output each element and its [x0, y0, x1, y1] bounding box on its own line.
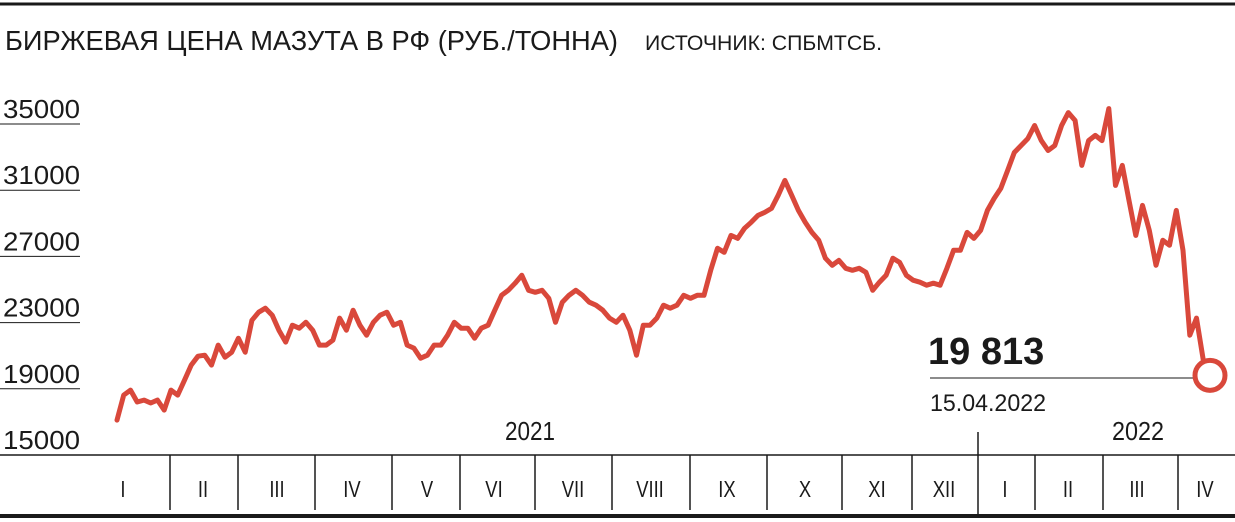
y-tick-label: 15000 [3, 425, 80, 455]
annotation-date: 15.04.2022 [930, 390, 1046, 417]
month-label: II [1063, 477, 1073, 502]
month-label: III [1129, 477, 1144, 502]
month-label: X [799, 477, 811, 502]
y-tick-label: 27000 [3, 226, 80, 256]
month-label: II [198, 477, 208, 502]
month-label: I [1002, 477, 1007, 502]
y-tick-label: 19000 [3, 359, 80, 389]
month-label: IV [1196, 477, 1213, 502]
price-line [114, 106, 1213, 423]
chart-title: БИРЖЕВАЯ ЦЕНА МАЗУТА В РФ (РУБ./ТОННА) [5, 25, 618, 56]
month-label: VII [562, 477, 584, 502]
annotation-value: 19 813 [928, 331, 1044, 373]
year-label: 2021 [505, 416, 555, 446]
month-label: VI [485, 477, 502, 502]
month-label: XII [933, 477, 955, 502]
last-point [1192, 357, 1228, 393]
y-tick-label: 35000 [3, 94, 80, 124]
month-label: XI [868, 477, 885, 502]
y-tick-label: 31000 [3, 160, 80, 190]
month-label: VIII [636, 477, 664, 502]
month-label: III [269, 477, 284, 502]
year-label: 2022 [1112, 416, 1164, 446]
y-tick-label: 23000 [3, 293, 80, 323]
month-label: I [120, 477, 125, 502]
month-label: IV [343, 477, 360, 502]
month-label: IX [718, 477, 735, 502]
source: ИСТОЧНИК: СПБМТСБ. [645, 32, 882, 55]
month-label: V [421, 477, 433, 502]
